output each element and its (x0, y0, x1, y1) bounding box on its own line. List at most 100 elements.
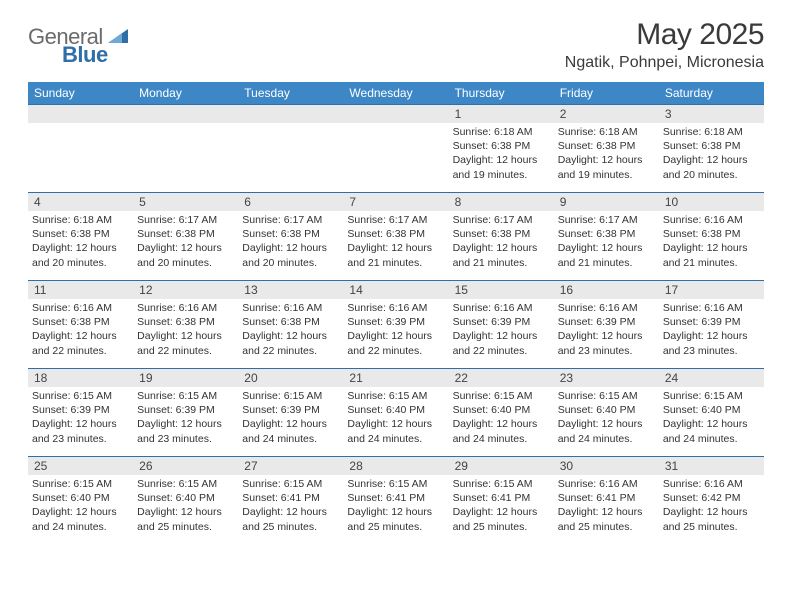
day-details: Sunrise: 6:16 AMSunset: 6:39 PMDaylight:… (347, 301, 444, 358)
day-ss: Sunset: 6:38 PM (663, 227, 760, 241)
day-number: 5 (139, 195, 232, 209)
day-ss: Sunset: 6:38 PM (347, 227, 444, 241)
calendar-day: 8Sunrise: 6:17 AMSunset: 6:38 PMDaylight… (449, 192, 554, 280)
day-number: 24 (665, 371, 758, 385)
day-d2: and 20 minutes. (137, 256, 234, 270)
calendar-day: 15 Sunrise: 6:16 AMSunset: 6:39 PMDayligh… (449, 280, 554, 368)
day-details: Sunrise: 6:17 AMSunset: 6:38 PMDaylight:… (453, 213, 550, 270)
calendar-day: 6Sunrise: 6:17 AMSunset: 6:38 PMDaylight… (238, 192, 343, 280)
day-details: Sunrise: 6:15 AMSunset: 6:39 PMDaylight:… (32, 389, 129, 446)
day-d1: Daylight: 12 hours (32, 329, 129, 343)
calendar-day: 22Sunrise: 6:15 AMSunset: 6:40 PMDayligh… (449, 368, 554, 456)
day-ss: Sunset: 6:39 PM (32, 403, 129, 417)
day-d1: Daylight: 12 hours (347, 329, 444, 343)
daynum-band (343, 104, 448, 123)
day-details: Sunrise: 6:17 AMSunset: 6:38 PMDaylight:… (137, 213, 234, 270)
day-sr: Sunrise: 6:16 AM (453, 301, 550, 315)
day-d2: and 20 minutes. (663, 168, 760, 182)
day-number: 15 (455, 283, 548, 297)
day-d1: Daylight: 12 hours (663, 241, 760, 255)
weekday-sun: Sunday (28, 82, 133, 104)
day-ss: Sunset: 6:38 PM (32, 315, 129, 329)
calendar-week: 4Sunrise: 6:18 AMSunset: 6:38 PMDaylight… (28, 192, 764, 280)
day-d2: and 25 minutes. (137, 520, 234, 534)
day-number: 21 (349, 371, 442, 385)
day-sr: Sunrise: 6:15 AM (32, 477, 129, 491)
calendar: Sunday Monday Tuesday Wednesday Thursday… (28, 82, 764, 544)
calendar-day: 31Sunrise: 6:16 AMSunset: 6:42 PMDayligh… (659, 456, 764, 544)
day-details: Sunrise: 6:15 AMSunset: 6:41 PMDaylight:… (347, 477, 444, 534)
day-details: Sunrise: 6:18 AMSunset: 6:38 PMDaylight:… (453, 125, 550, 182)
day-number: 17 (665, 283, 758, 297)
day-d1: Daylight: 12 hours (242, 329, 339, 343)
logo-triangle-icon (108, 25, 128, 43)
day-ss: Sunset: 6:38 PM (453, 227, 550, 241)
daynum-band: 17 (659, 280, 764, 299)
day-d1: Daylight: 12 hours (32, 417, 129, 431)
daynum-band: 10 (659, 192, 764, 211)
day-number: 4 (34, 195, 127, 209)
day-d2: and 24 minutes. (663, 432, 760, 446)
day-details: Sunrise: 6:16 AMSunset: 6:39 PMDaylight:… (453, 301, 550, 358)
weekday-fri: Friday (554, 82, 659, 104)
day-sr: Sunrise: 6:15 AM (347, 389, 444, 403)
calendar-day: 10 Sunrise: 6:16 AMSunset: 6:38 PMDayligh… (659, 192, 764, 280)
weekday-thu: Thursday (449, 82, 554, 104)
day-number: 23 (560, 371, 653, 385)
day-d1: Daylight: 12 hours (453, 153, 550, 167)
day-ss: Sunset: 6:39 PM (453, 315, 550, 329)
day-sr: Sunrise: 6:16 AM (242, 301, 339, 315)
calendar-day: 9Sunrise: 6:17 AMSunset: 6:38 PMDaylight… (554, 192, 659, 280)
daynum-band: 12 (133, 280, 238, 299)
weekday-header: Sunday Monday Tuesday Wednesday Thursday… (28, 82, 764, 104)
day-d2: and 19 minutes. (558, 168, 655, 182)
month-title: May 2025 (565, 18, 764, 52)
day-d1: Daylight: 12 hours (558, 329, 655, 343)
day-sr: Sunrise: 6:16 AM (558, 477, 655, 491)
day-d1: Daylight: 12 hours (453, 417, 550, 431)
day-sr: Sunrise: 6:16 AM (32, 301, 129, 315)
day-sr: Sunrise: 6:15 AM (347, 477, 444, 491)
day-details: Sunrise: 6:15 AMSunset: 6:41 PMDaylight:… (242, 477, 339, 534)
day-sr: Sunrise: 6:16 AM (663, 477, 760, 491)
day-d1: Daylight: 12 hours (663, 417, 760, 431)
day-number: 30 (560, 459, 653, 473)
day-number: 6 (244, 195, 337, 209)
calendar-day: 12Sunrise: 6:16 AMSunset: 6:38 PMDayligh… (133, 280, 238, 368)
day-sr: Sunrise: 6:18 AM (32, 213, 129, 227)
day-d1: Daylight: 12 hours (453, 329, 550, 343)
weekday-mon: Monday (133, 82, 238, 104)
day-details: Sunrise: 6:17 AMSunset: 6:38 PMDaylight:… (347, 213, 444, 270)
day-d1: Daylight: 12 hours (137, 417, 234, 431)
day-number: 19 (139, 371, 232, 385)
day-d1: Daylight: 12 hours (663, 505, 760, 519)
day-details: Sunrise: 6:16 AMSunset: 6:38 PMDaylight:… (663, 213, 760, 270)
calendar-day: 16Sunrise: 6:16 AMSunset: 6:39 PMDayligh… (554, 280, 659, 368)
day-number: 10 (665, 195, 758, 209)
calendar-week: 25Sunrise: 6:15 AMSunset: 6:40 PMDayligh… (28, 456, 764, 544)
calendar-day: 29Sunrise: 6:15 AMSunset: 6:41 PMDayligh… (449, 456, 554, 544)
daynum-band (238, 104, 343, 123)
day-d2: and 22 minutes. (32, 344, 129, 358)
calendar-day: 26Sunrise: 6:15 AMSunset: 6:40 PMDayligh… (133, 456, 238, 544)
calendar-day: 28 Sunrise: 6:15 AMSunset: 6:41 PMDayligh… (343, 456, 448, 544)
day-number: 28 (349, 459, 442, 473)
day-d2: and 25 minutes. (453, 520, 550, 534)
day-details: Sunrise: 6:16 AMSunset: 6:38 PMDaylight:… (242, 301, 339, 358)
day-d1: Daylight: 12 hours (347, 241, 444, 255)
day-sr: Sunrise: 6:15 AM (137, 477, 234, 491)
daynum-band: 22 (449, 368, 554, 387)
day-ss: Sunset: 6:38 PM (137, 227, 234, 241)
day-sr: Sunrise: 6:15 AM (663, 389, 760, 403)
title-block: May 2025 Ngatik, Pohnpei, Micronesia (565, 18, 764, 72)
calendar-day: 23Sunrise: 6:15 AMSunset: 6:40 PMDayligh… (554, 368, 659, 456)
weekday-tue: Tuesday (238, 82, 343, 104)
day-sr: Sunrise: 6:17 AM (347, 213, 444, 227)
day-d1: Daylight: 12 hours (32, 241, 129, 255)
day-details: Sunrise: 6:15 AMSunset: 6:41 PMDaylight:… (453, 477, 550, 534)
day-ss: Sunset: 6:38 PM (137, 315, 234, 329)
calendar-day: 25Sunrise: 6:15 AMSunset: 6:40 PMDayligh… (28, 456, 133, 544)
day-sr: Sunrise: 6:18 AM (558, 125, 655, 139)
day-details: Sunrise: 6:16 AMSunset: 6:38 PMDaylight:… (32, 301, 129, 358)
day-d2: and 25 minutes. (558, 520, 655, 534)
